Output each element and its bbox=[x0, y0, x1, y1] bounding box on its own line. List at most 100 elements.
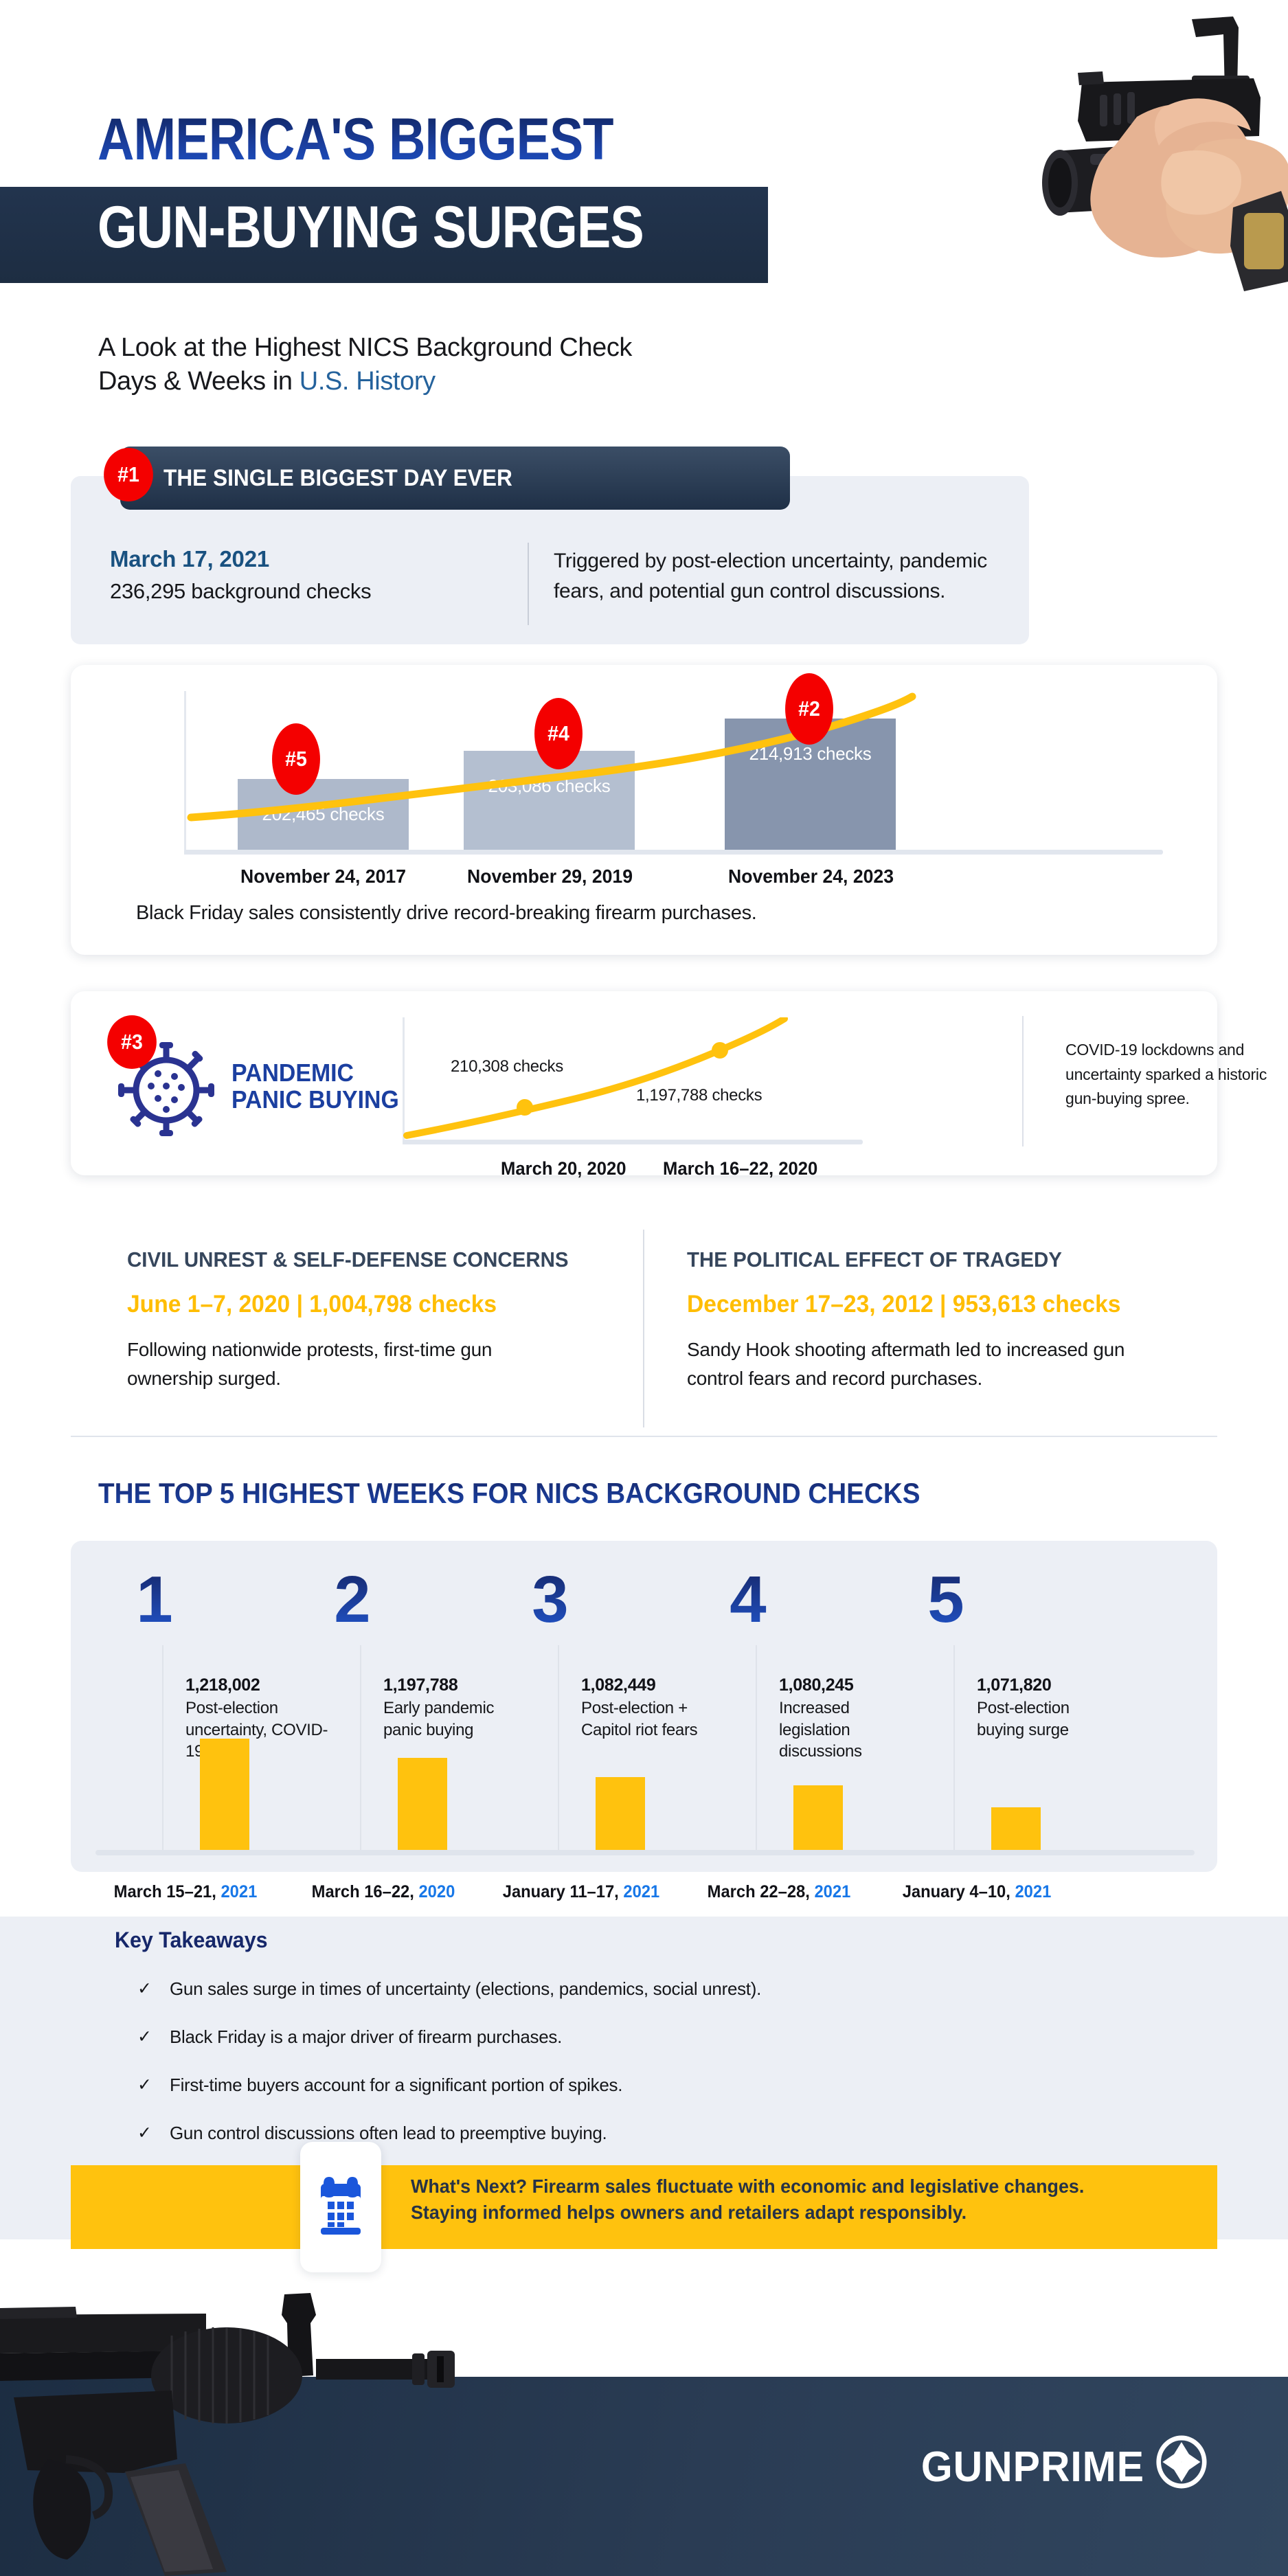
top5-bar-3 bbox=[596, 1777, 645, 1850]
pandemic-axis-label-2: March 16–22, 2020 bbox=[663, 1158, 818, 1179]
calendar-icon-box bbox=[300, 2142, 381, 2272]
check-icon: ✓ bbox=[137, 2027, 152, 2046]
top5-date-5-year: 2021 bbox=[1015, 1882, 1052, 1901]
section-rule bbox=[71, 1436, 1217, 1437]
pandemic-title-line1: PANDEMIC bbox=[231, 1059, 354, 1087]
bar-value-2023: 214,913 checks bbox=[749, 743, 872, 764]
top5-date-3-prefix: January 11–17, bbox=[502, 1882, 624, 1901]
calendar-icon bbox=[315, 2174, 366, 2241]
whats-next-banner bbox=[71, 2165, 1217, 2249]
biggest-day-description: Triggered by post-election uncertainty, … bbox=[554, 550, 987, 602]
civil-unrest-heading: CIVIL UNREST & SELF-DEFENSE CONCERNS bbox=[127, 1247, 569, 1272]
civil-unrest-column: CIVIL UNREST & SELF-DEFENSE CONCERNS Jun… bbox=[127, 1247, 663, 1393]
title-navy-band bbox=[0, 187, 768, 283]
biggest-day-checks: 236,295 background checks bbox=[110, 579, 372, 603]
top5-date-3: January 11–17, 2021 bbox=[472, 1882, 690, 1902]
top5-desc-1: Post-election uncertainty, COVID-19 bbox=[185, 1699, 328, 1761]
civil-unrest-stat: June 1–7, 2020 | 1,004,798 checks bbox=[127, 1291, 497, 1318]
top5-baseline bbox=[95, 1850, 1195, 1855]
axis-label-2017: November 24, 2017 bbox=[240, 866, 407, 887]
whats-next-text: What's Next? Firearm sales fluctuate wit… bbox=[411, 2176, 1085, 2223]
top5-bar-2 bbox=[398, 1758, 447, 1850]
crosshair-circle-icon bbox=[1156, 2435, 1207, 2499]
pandemic-point-2 bbox=[712, 1042, 728, 1059]
takeaway-text-3: First-time buyers account for a signific… bbox=[170, 2075, 623, 2095]
top5-date-2: March 16–22, 2020 bbox=[274, 1882, 492, 1902]
top5-separator-2 bbox=[360, 1645, 361, 1850]
top5-date-4-year: 2021 bbox=[814, 1882, 851, 1901]
top5-separator-4 bbox=[756, 1645, 757, 1850]
top5-date-4-prefix: March 22–28, bbox=[707, 1882, 815, 1901]
takeaway-text-2: Black Friday is a major driver of firear… bbox=[170, 2026, 563, 2047]
top5-rank-2: 2 bbox=[238, 1567, 467, 1633]
rifle-photo bbox=[0, 2287, 769, 2576]
political-effect-column: THE POLITICAL EFFECT OF TRAGEDY December… bbox=[687, 1247, 1223, 1393]
top5-value-5: 1,071,820 bbox=[977, 1675, 1052, 1695]
top5-separator-3 bbox=[558, 1645, 559, 1850]
top5-date-5: January 4–10, 2021 bbox=[868, 1882, 1085, 1902]
check-icon: ✓ bbox=[137, 2123, 152, 2143]
subtitle-line2: Days & Weeks in U.S. History bbox=[98, 365, 632, 398]
top5-date-2-year: 2020 bbox=[418, 1882, 455, 1901]
black-friday-card: 202,465 checks 203,086 checks 214,913 ch… bbox=[71, 665, 1217, 955]
brand-name: GUNPRIME bbox=[920, 2443, 1144, 2491]
black-friday-note: Black Friday sales consistently drive re… bbox=[136, 902, 757, 924]
top5-date-5-prefix: January 4–10, bbox=[902, 1882, 1015, 1901]
top5-column-5: 5 1,071,820 Post-election buying surge bbox=[862, 1541, 1092, 1872]
pandemic-y-axis bbox=[403, 1017, 405, 1144]
top5-date-1-prefix: March 15–21, bbox=[113, 1882, 221, 1901]
top5-bar-4 bbox=[793, 1785, 843, 1850]
takeaway-text-4: Gun control discussions often lead to pr… bbox=[170, 2123, 607, 2143]
axis-label-2023: November 24, 2023 bbox=[727, 866, 894, 887]
top5-value-2: 1,197,788 bbox=[383, 1675, 458, 1695]
top5-column-4: 4 1,080,245 Increased legislation discus… bbox=[664, 1541, 894, 1872]
top5-column-3: 3 1,082,449 Post-election + Capitol riot… bbox=[466, 1541, 698, 1872]
brand-logo: GUNPRIME bbox=[921, 2435, 1207, 2499]
top5-date-2-prefix: March 16–22, bbox=[311, 1882, 419, 1901]
pandemic-line bbox=[403, 1017, 788, 1139]
top5-date-3-year: 2021 bbox=[623, 1882, 660, 1901]
pandemic-card: PANDEMIC PANIC BUYING 210,308 checks 1,1… bbox=[71, 991, 1267, 1179]
rank-badge-1: #1 bbox=[104, 448, 153, 501]
political-effect-body: Sandy Hook shooting aftermath led to inc… bbox=[687, 1339, 1125, 1389]
chart-y-axis bbox=[184, 691, 186, 855]
biggest-day-heading: THE SINGLE BIGGEST DAY EVER bbox=[163, 464, 512, 491]
top5-separator-1 bbox=[162, 1645, 163, 1850]
chart-x-axis bbox=[184, 850, 1163, 855]
pandemic-value-1: 210,308 checks bbox=[451, 1057, 563, 1076]
top5-rank-3: 3 bbox=[436, 1567, 665, 1633]
pistol-photo bbox=[780, 7, 1288, 295]
biggest-day-header-bar: THE SINGLE BIGGEST DAY EVER bbox=[120, 447, 790, 510]
check-icon: ✓ bbox=[137, 1979, 152, 1998]
black-friday-chart: 202,465 checks 203,086 checks 214,913 ch… bbox=[184, 691, 1163, 855]
rank-badge-3: #3 bbox=[107, 1015, 157, 1069]
top5-column-1: 1 1,218,002 Post-election uncertainty, C… bbox=[71, 1541, 328, 1872]
axis-label-2019: November 29, 2019 bbox=[466, 866, 633, 887]
top5-rank-5: 5 bbox=[831, 1567, 1061, 1633]
check-icon: ✓ bbox=[137, 2075, 152, 2094]
top5-desc-5: Post-election buying surge bbox=[977, 1699, 1070, 1739]
pandemic-chart: 210,308 checks 1,197,788 checks bbox=[403, 1017, 863, 1144]
coronavirus-icon bbox=[115, 1038, 217, 1140]
pandemic-divider bbox=[1022, 1016, 1024, 1146]
top5-bar-1 bbox=[200, 1739, 249, 1850]
top5-desc-2: Early pandemic panic buying bbox=[383, 1699, 495, 1739]
top5-bar-5 bbox=[991, 1807, 1041, 1850]
pandemic-title: PANDEMIC PANIC BUYING bbox=[231, 1059, 399, 1114]
top5-title: THE TOP 5 HIGHEST WEEKS FOR NICS BACKGRO… bbox=[98, 1477, 920, 1509]
top5-value-3: 1,082,449 bbox=[581, 1675, 656, 1695]
top5-value-4: 1,080,245 bbox=[779, 1675, 854, 1695]
top5-desc-4: Increased legislation discussions bbox=[779, 1699, 862, 1761]
bar-2019: 203,086 checks bbox=[464, 751, 635, 850]
page-subtitle: A Look at the Highest NICS Background Ch… bbox=[98, 331, 632, 399]
page-title-line2: GUN-BUYING SURGES bbox=[98, 194, 644, 260]
rank-badge-5: #5 bbox=[272, 723, 320, 795]
biggest-day-date: March 17, 2021 bbox=[110, 546, 270, 572]
rank-badge-4: #4 bbox=[534, 698, 583, 769]
us-history-link[interactable]: U.S. History bbox=[299, 367, 436, 396]
pandemic-value-2: 1,197,788 checks bbox=[636, 1086, 762, 1105]
pandemic-description: COVID-19 lockdowns and uncertainty spark… bbox=[1065, 1041, 1267, 1108]
rank-badge-2: #2 bbox=[785, 673, 833, 745]
top5-rank-1: 1 bbox=[40, 1567, 269, 1633]
